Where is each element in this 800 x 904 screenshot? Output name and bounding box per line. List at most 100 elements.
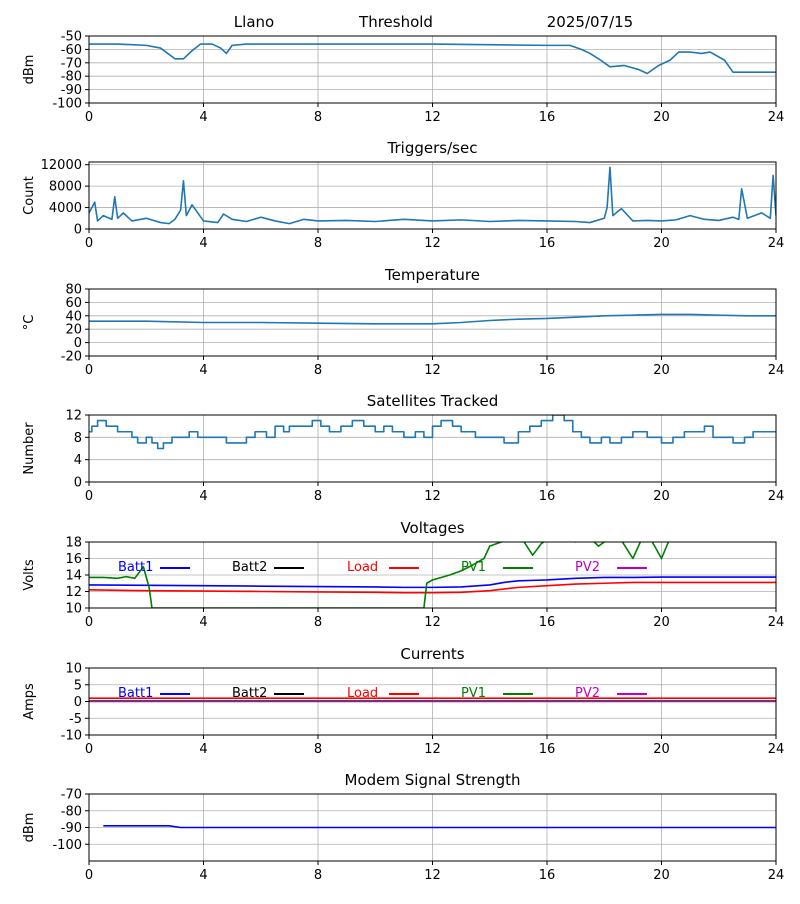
x-tick-label: 4 <box>199 236 207 251</box>
y-tick-label: -90 <box>61 821 82 836</box>
x-tick-label: 12 <box>424 615 441 630</box>
x-tick-label: 12 <box>424 110 441 125</box>
x-tick-label: 16 <box>539 363 556 378</box>
x-tick-label: 8 <box>314 742 322 757</box>
y-tick-label: 4000 <box>49 201 82 216</box>
y-tick-label: -80 <box>61 70 82 85</box>
x-tick-label: 12 <box>424 868 441 883</box>
x-tick-label: 0 <box>85 489 93 504</box>
series-line <box>103 825 776 829</box>
x-tick-label: 8 <box>314 236 322 251</box>
chart-title: Modem Signal Strength <box>345 771 521 789</box>
y-tick-label: -90 <box>61 83 82 98</box>
x-tick-label: 24 <box>768 742 785 757</box>
y-tick-label: -10 <box>61 729 82 744</box>
x-tick-label: 12 <box>424 742 441 757</box>
legend-label-pv1: PV1 <box>461 560 486 575</box>
series-line-load <box>89 581 776 594</box>
x-tick-label: 16 <box>539 615 556 630</box>
y-tick-label: 20 <box>65 323 82 338</box>
chart-satellites: 0 4 8 12 16 20 24 12 8 4 0 Satellites Tracked Number <box>22 392 784 504</box>
x-tick-label: 0 <box>85 868 93 883</box>
x-tick-label: 16 <box>539 742 556 757</box>
y-tick-label: -100 <box>52 97 82 112</box>
y-tick-label: 0 <box>74 476 82 491</box>
y-tick-label: 12 <box>65 409 82 424</box>
chart-modem: 0 4 8 12 16 20 24 -70-80 -90 -100 Modem Signal Str… <box>22 771 784 883</box>
x-tick-label: 20 <box>653 868 670 883</box>
x-tick-label: 24 <box>768 363 785 378</box>
header-date: 2025/07/15 <box>547 13 633 31</box>
y-tick-label: 16 <box>65 552 82 567</box>
y-tick-label: 40 <box>65 309 82 324</box>
legend-label-pv1: PV1 <box>461 686 486 701</box>
y-axis-label: Count <box>22 176 37 215</box>
x-tick-label: 4 <box>199 615 207 630</box>
series-line <box>89 313 776 325</box>
legend-label-batt1: Batt1 <box>118 560 153 575</box>
x-tick-label: 24 <box>768 489 785 504</box>
y-tick-label: -20 <box>61 350 82 365</box>
y-axis-label: dBm <box>22 55 37 85</box>
series-line <box>89 166 776 225</box>
legend-label-load: Load <box>347 560 378 575</box>
x-tick-label: 24 <box>768 110 785 125</box>
y-tick-label: 8000 <box>49 180 82 195</box>
legend-label-batt2: Batt2 <box>232 560 267 575</box>
y-axis-label: °C <box>22 315 37 331</box>
y-tick-label: -80 <box>61 804 82 819</box>
series-line <box>89 43 776 75</box>
x-tick-label: 20 <box>653 110 670 125</box>
y-axis-label: dBm <box>22 813 37 843</box>
y-tick-label: 14 <box>65 569 82 584</box>
y-tick-label: 0 <box>74 695 82 710</box>
x-tick-label: 0 <box>85 363 93 378</box>
y-tick-label: -50 <box>61 30 82 45</box>
y-tick-label: 4 <box>74 453 82 468</box>
x-tick-label: 0 <box>85 742 93 757</box>
y-tick-label: 12 <box>65 585 82 600</box>
y-tick-label: 60 <box>65 296 82 311</box>
chart-triggers: 0 4 8 12 16 20 24 12000 8000 4000 0 Triggers/sec Cou… <box>22 139 784 251</box>
legend-label-batt2: Batt2 <box>232 686 267 701</box>
y-tick-label: 0 <box>74 336 82 351</box>
x-tick-label: 0 <box>85 236 93 251</box>
x-tick-label: 20 <box>653 615 670 630</box>
y-tick-label: 8 <box>74 431 82 446</box>
y-tick-label: 0 <box>74 223 82 238</box>
chart-title: Voltages <box>400 519 464 537</box>
y-tick-label: -100 <box>52 838 82 853</box>
x-tick-label: 0 <box>85 615 93 630</box>
x-tick-label: 24 <box>768 868 785 883</box>
y-tick-label: 18 <box>65 536 82 551</box>
header-station: Llano <box>234 13 274 31</box>
y-tick-label: 10 <box>65 662 82 677</box>
x-tick-label: 12 <box>424 363 441 378</box>
y-tick-label: 5 <box>74 678 82 693</box>
x-tick-label: 20 <box>653 742 670 757</box>
y-tick-label: 12000 <box>41 158 82 173</box>
x-tick-label: 8 <box>314 489 322 504</box>
x-tick-label: 24 <box>768 236 785 251</box>
y-axis-label: Amps <box>22 683 37 720</box>
x-tick-label: 24 <box>768 615 785 630</box>
x-tick-label: 8 <box>314 615 322 630</box>
y-tick-label: -60 <box>61 43 82 58</box>
y-axis-label: Number <box>22 422 37 475</box>
chart-title: Currents <box>400 645 464 663</box>
series-line-batt1 <box>89 576 776 589</box>
x-tick-label: 16 <box>539 868 556 883</box>
legend-label-load: Load <box>347 686 378 701</box>
y-tick-label: -5 <box>69 712 82 727</box>
y-tick-label: 80 <box>65 283 82 298</box>
chart-title: Triggers/sec <box>387 139 478 157</box>
x-tick-label: 4 <box>199 868 207 883</box>
legend-label-batt1: Batt1 <box>118 686 153 701</box>
x-tick-label: 16 <box>539 236 556 251</box>
x-tick-label: 0 <box>85 110 93 125</box>
legend-label-pv2: PV2 <box>575 686 600 701</box>
